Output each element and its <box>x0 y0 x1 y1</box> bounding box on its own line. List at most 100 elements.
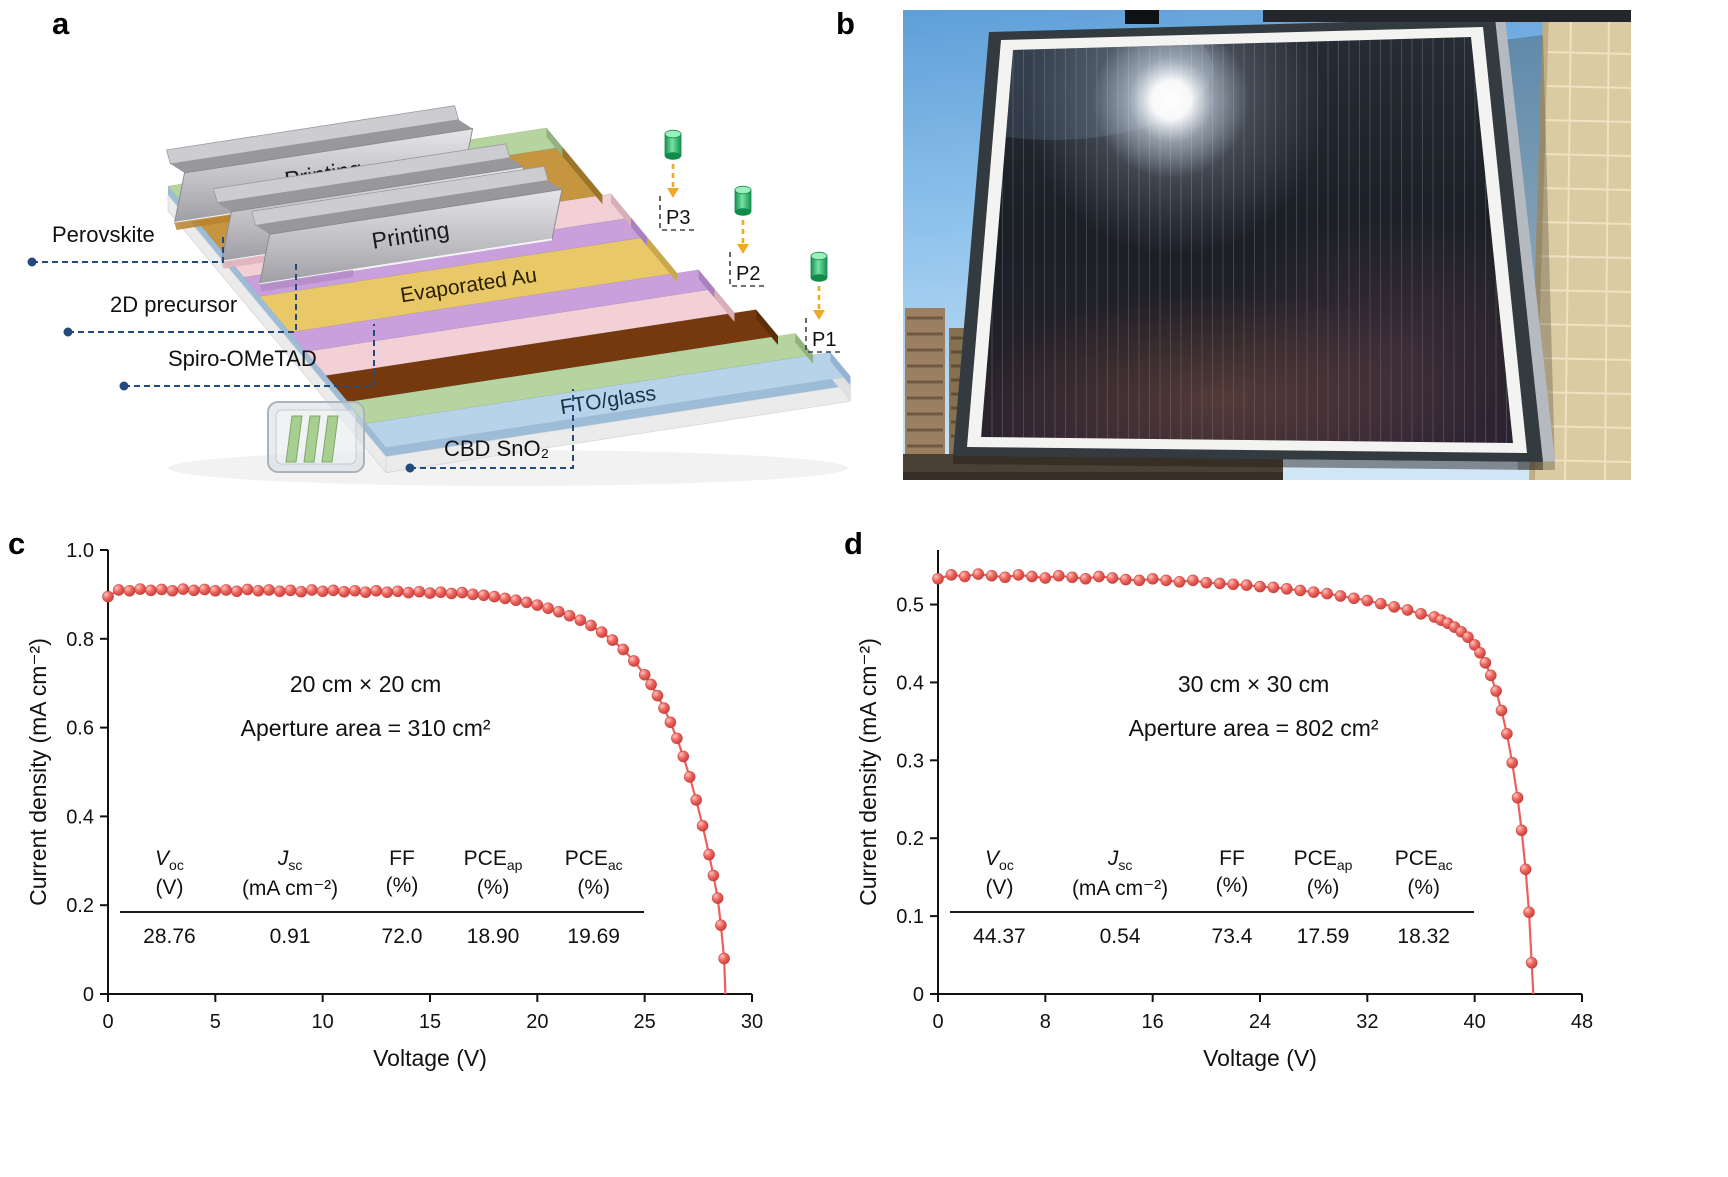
data-point <box>1160 574 1172 587</box>
jv-table-rule <box>120 911 644 914</box>
data-point <box>381 586 393 599</box>
data-point <box>1200 576 1213 589</box>
data-point <box>349 584 361 597</box>
jv-table-value: 18.90 <box>466 925 520 949</box>
data-point <box>585 619 597 632</box>
data-point <box>413 585 426 598</box>
data-point <box>1173 576 1186 588</box>
data-point <box>1026 570 1038 583</box>
data-point <box>985 569 998 582</box>
data-point <box>1334 590 1347 602</box>
jv-table-value: 0.91 <box>269 925 311 949</box>
data-point <box>402 586 415 599</box>
y-tick-label: 0.2 <box>896 828 924 850</box>
data-point <box>703 848 715 861</box>
y-tick-label: 0.2 <box>66 895 94 917</box>
data-point <box>595 626 608 638</box>
x-tick-label: 16 <box>1142 1011 1164 1033</box>
y-tick-label: 0.3 <box>896 750 924 772</box>
data-point <box>456 586 469 599</box>
annotation: Aperture area = 310 cm² <box>241 715 491 741</box>
data-point <box>1213 577 1226 590</box>
x-tick-label: 48 <box>1571 1011 1593 1033</box>
jv-table-value-row: 44.37 0.54 73.4 17.59 18.32 <box>950 915 1474 950</box>
data-point <box>1401 604 1414 616</box>
data-point <box>370 584 383 597</box>
data-point <box>1254 580 1266 593</box>
data-point <box>263 584 275 596</box>
spiro-label: Spiro-OMeTAD <box>168 346 317 371</box>
y-tick-label: 0.4 <box>66 806 94 828</box>
data-point <box>1052 569 1065 582</box>
panel-label-d: d <box>844 526 863 561</box>
jv-chart-30cm: 0 8 16 24 32 40 48 0 0.1 0.2 0.3 0.4 0.5 Voltage (V) C… <box>838 534 1608 1177</box>
data-point <box>230 585 243 598</box>
data-point <box>1374 597 1387 610</box>
data-point <box>1479 657 1492 669</box>
jv-table-header: FF (%) <box>1215 847 1249 897</box>
x-tick-label: 10 <box>312 1011 334 1033</box>
data-point <box>1321 587 1333 600</box>
jv-table-header: PCEac (%) <box>1394 847 1453 900</box>
laser-head-p3 <box>664 129 682 198</box>
ground-shadow <box>903 472 1283 480</box>
jv-table-value: 44.37 <box>973 925 1026 949</box>
module-metal-edge <box>1495 17 1555 462</box>
x-tick-label: 8 <box>1040 1011 1051 1033</box>
y-tick-label: 0 <box>83 984 94 1006</box>
data-point <box>316 585 329 598</box>
y-tick-label: 0.1 <box>896 906 924 928</box>
data-point <box>1361 594 1374 607</box>
data-point <box>1267 581 1280 594</box>
x-tick-label: 32 <box>1356 1011 1378 1033</box>
y-tick-label: 0.8 <box>66 629 94 651</box>
data-point <box>273 585 286 598</box>
data-point <box>1039 572 1052 584</box>
p3-label: P3 <box>666 207 690 229</box>
data-point <box>499 592 511 605</box>
data-point <box>552 605 565 618</box>
data-point <box>645 678 657 691</box>
data-point <box>1495 704 1508 717</box>
panel-label-a: a <box>52 6 70 41</box>
sun-reflection <box>1093 37 1249 178</box>
data-point <box>718 952 730 965</box>
data-point <box>972 568 985 580</box>
data-point <box>155 583 168 596</box>
y-tick-label: 0.5 <box>896 595 924 617</box>
data-point <box>1240 579 1253 591</box>
jv-params-table: Voc (V) Jsc (mA cm⁻²) FF (%) PCEap (%) PCEac (%) 2… <box>120 846 644 950</box>
data-point <box>1280 583 1293 595</box>
data-point <box>711 892 724 904</box>
jv-table-value: 18.32 <box>1397 925 1450 949</box>
data-point <box>574 614 587 627</box>
data-point <box>664 716 677 729</box>
x-tick-label: 40 <box>1464 1011 1486 1033</box>
data-point <box>327 584 340 597</box>
data-point <box>707 869 720 882</box>
jv-table-value: 72.0 <box>381 925 423 949</box>
x-tick-label: 0 <box>102 1011 113 1033</box>
data-point <box>1119 573 1132 586</box>
data-point <box>359 586 372 599</box>
data-point <box>284 584 297 597</box>
data-point <box>1519 863 1532 876</box>
data-point <box>177 583 189 595</box>
data-point <box>102 590 114 603</box>
data-point <box>1307 586 1320 598</box>
data-point <box>638 668 651 681</box>
jv-chart-20cm: 0 5 10 15 20 25 30 0 0.2 0.4 0.6 0.8 1.0 Voltage (V) C… <box>8 534 778 1177</box>
data-point <box>209 584 222 597</box>
data-point <box>220 584 232 596</box>
data-point <box>477 589 490 602</box>
data-point <box>690 794 703 806</box>
jv-table-value: 73.4 <box>1211 925 1253 949</box>
jv-plot: 0 5 10 15 20 25 30 0 0.2 0.4 0.6 0.8 1.0 Voltage (V) C… <box>25 540 763 1071</box>
p1-label: P1 <box>812 329 836 351</box>
data-point <box>1133 574 1146 587</box>
data-point <box>542 602 554 615</box>
data-point <box>188 584 200 597</box>
data-point <box>1506 756 1519 769</box>
x-tick-label: 30 <box>741 1011 763 1033</box>
